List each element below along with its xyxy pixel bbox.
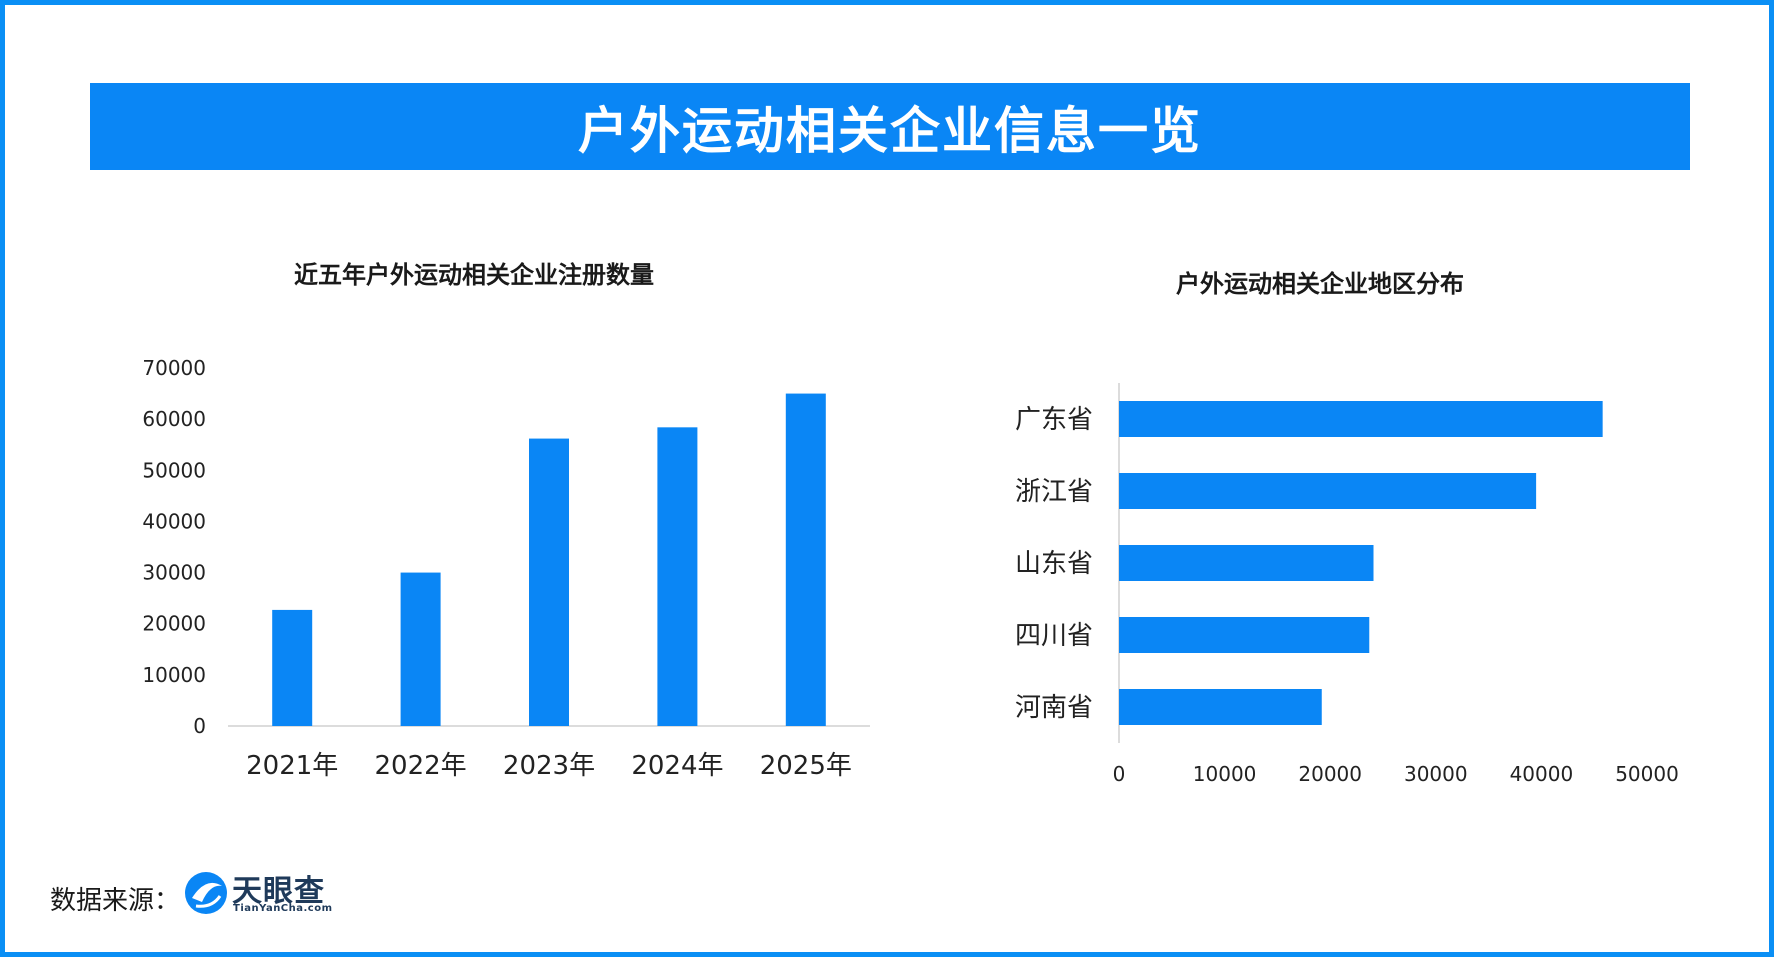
x-tick-label: 40000 <box>1510 762 1574 786</box>
y-category-label: 广东省 <box>1015 405 1093 435</box>
page-title: 户外运动相关企业信息一览 <box>578 101 1202 160</box>
bar <box>785 393 826 726</box>
x-category-label: 2024年 <box>631 751 723 781</box>
left-chart-title: 近五年户外运动相关企业注册数量 <box>294 261 654 289</box>
y-tick-label: 30000 <box>142 561 206 585</box>
bar <box>1119 689 1322 725</box>
right-chart-title: 户外运动相关企业地区分布 <box>1176 270 1464 298</box>
title-banner: 户外运动相关企业信息一览 <box>90 83 1690 170</box>
y-tick-label: 0 <box>193 714 206 738</box>
yearly-registrations-chart: 0 10000 20000 30000 40000 50000 60000 70000 2021… <box>142 356 870 781</box>
y-tick-label: 40000 <box>142 509 206 533</box>
x-category-label: 2023年 <box>503 751 595 781</box>
x-category-label: 2022年 <box>375 751 467 781</box>
y-category-label: 四川省 <box>1015 621 1093 651</box>
x-category-label: 2021年 <box>246 751 338 781</box>
y-tick-label: 60000 <box>142 407 206 431</box>
y-category-label: 山东省 <box>1015 549 1093 579</box>
y-tick-label: 10000 <box>142 663 206 687</box>
brand-domain: TianYanCha.com <box>233 903 333 914</box>
bar <box>400 572 441 726</box>
tianyancha-logo-icon <box>185 872 227 914</box>
x-tick-label: 30000 <box>1404 762 1468 786</box>
bar <box>529 438 569 726</box>
x-tick-label: 10000 <box>1193 762 1257 786</box>
bar <box>1119 473 1537 509</box>
y-tick-label: 50000 <box>142 458 206 482</box>
y-category-label: 浙江省 <box>1015 477 1093 507</box>
bar <box>1119 545 1374 581</box>
y-category-label: 河南省 <box>1015 693 1093 723</box>
bar <box>272 609 313 726</box>
source-label: 数据来源： <box>50 886 181 916</box>
bar <box>1119 401 1603 437</box>
y-tick-label: 20000 <box>142 612 206 636</box>
x-tick-label: 50000 <box>1615 762 1679 786</box>
brand-name: 天眼查 <box>232 874 325 909</box>
y-tick-label: 70000 <box>142 356 206 380</box>
bar <box>1119 617 1370 653</box>
bar <box>657 427 698 726</box>
x-tick-label: 20000 <box>1298 762 1362 786</box>
x-tick-label: 0 <box>1113 762 1126 786</box>
x-category-label: 2025年 <box>760 751 852 781</box>
